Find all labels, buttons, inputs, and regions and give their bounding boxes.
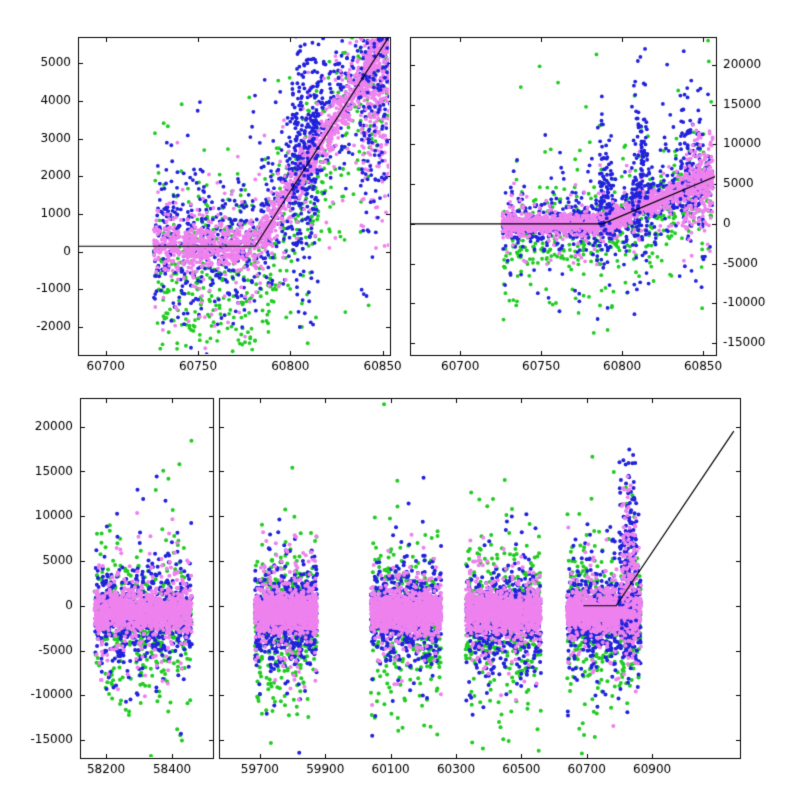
figure: BLG03N0801.002241 (8387.83, 745.48) 3 79… <box>0 0 800 800</box>
light-curve-plots-canvas <box>0 0 800 800</box>
